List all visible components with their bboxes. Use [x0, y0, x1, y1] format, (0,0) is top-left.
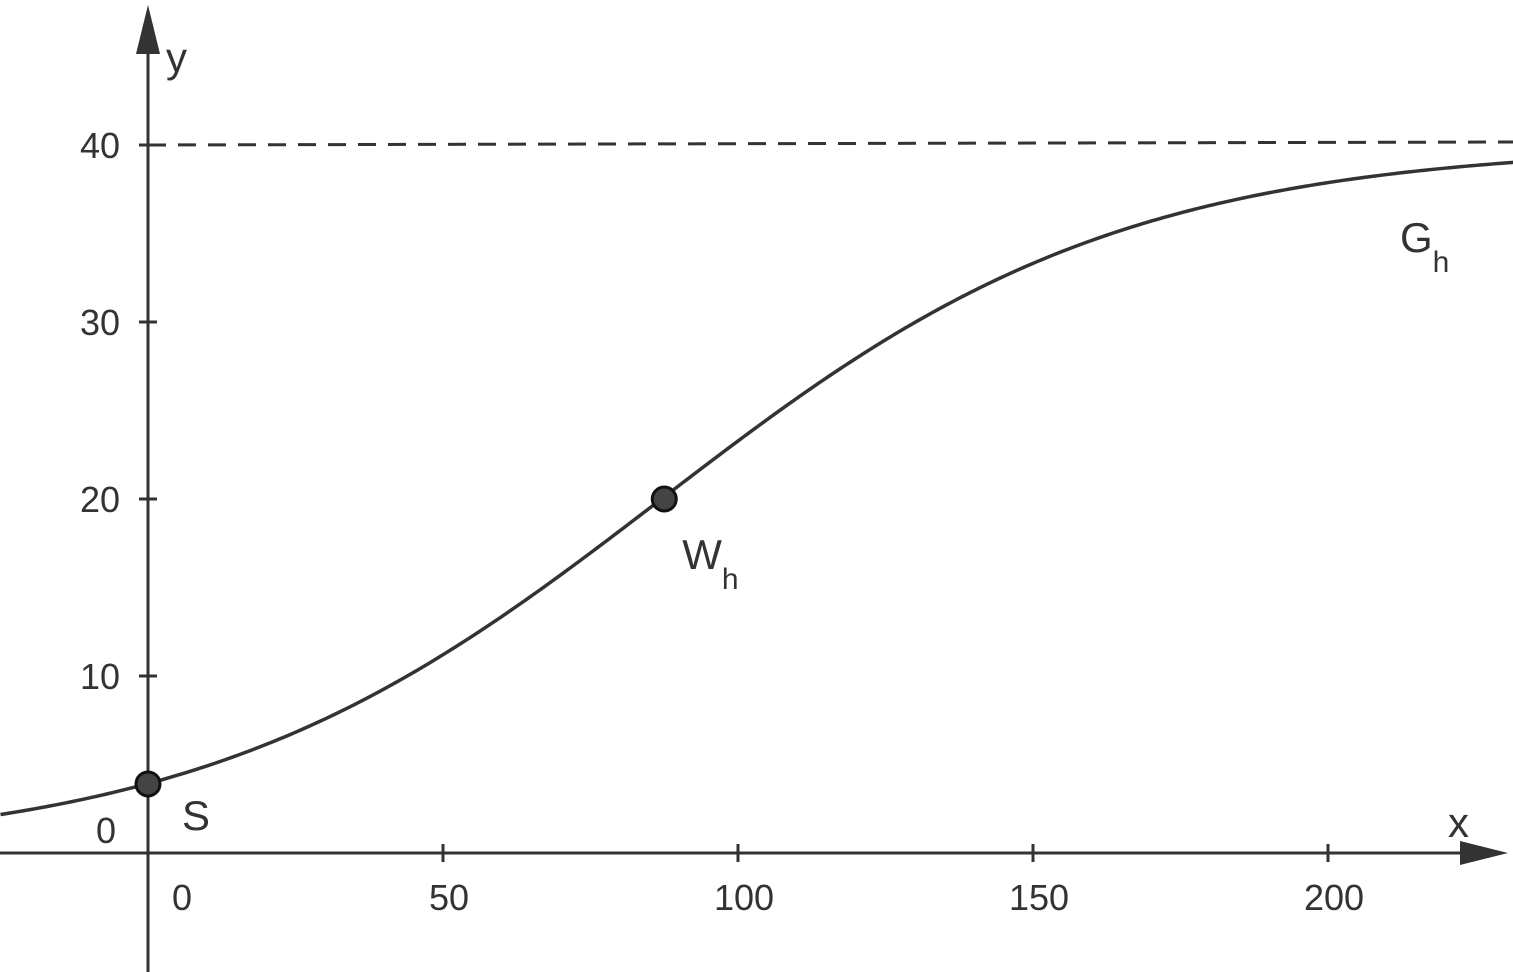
series-label-sub: h — [1433, 246, 1450, 279]
x-ticks: 0 50 100 150 200 — [172, 844, 1364, 918]
asymptote-dashed-line — [147, 140, 1513, 147]
series-line-gh — [0, 160, 1513, 817]
y-tick-label: 40 — [80, 125, 120, 166]
series-label-gh: Gh — [1400, 214, 1449, 279]
point-label-s: S — [182, 792, 210, 839]
y-tick-label: 30 — [80, 302, 120, 343]
y-ticks: 10 20 30 40 — [80, 125, 157, 697]
point-s — [134, 770, 162, 798]
x-tick-label: 150 — [1009, 877, 1069, 918]
point-label-w: Wh — [682, 531, 738, 596]
x-axis-arrow — [1460, 841, 1508, 865]
origin-label: 0 — [96, 810, 116, 851]
y-tick-label: 20 — [80, 479, 120, 520]
points: S Wh — [134, 485, 739, 839]
y-tick-label: 10 — [80, 656, 120, 697]
x-tick-label: 0 — [172, 877, 192, 918]
point-w — [650, 485, 678, 513]
y-axis-label: y — [166, 34, 187, 81]
x-tick-label: 200 — [1304, 877, 1364, 918]
x-axis-label: x — [1448, 799, 1469, 846]
series-label-main: G — [1400, 214, 1433, 261]
x-tick-label: 50 — [429, 877, 469, 918]
x-tick-label: 100 — [714, 877, 774, 918]
y-axis-arrow — [136, 5, 160, 54]
